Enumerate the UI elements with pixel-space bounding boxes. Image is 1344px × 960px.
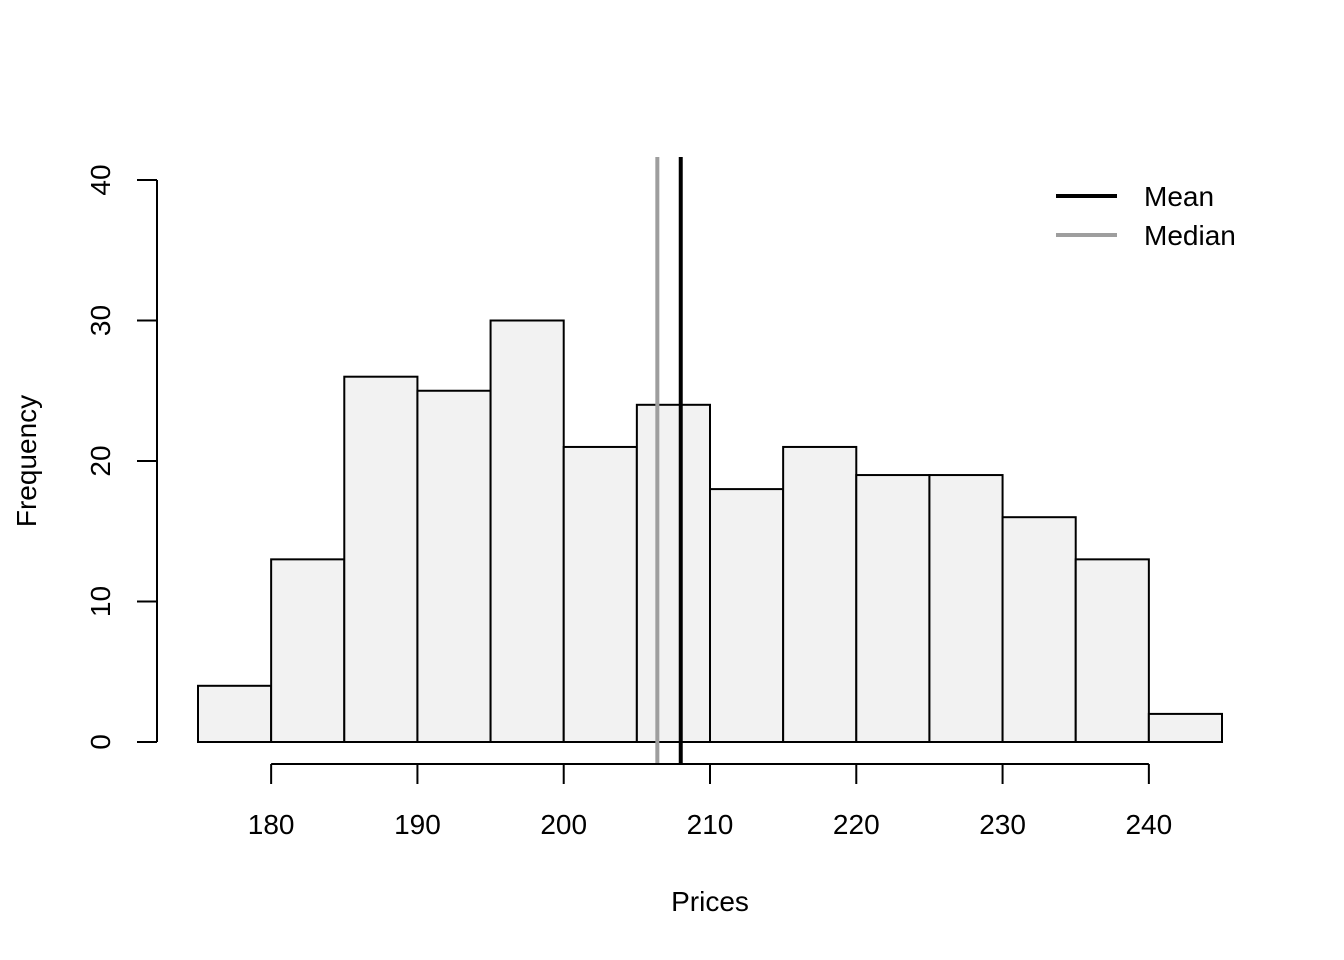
histogram-bar <box>1001 516 1077 744</box>
histogram-bar <box>270 558 346 743</box>
legend-label: Median <box>1144 220 1236 251</box>
x-tick-label: 240 <box>1125 809 1172 840</box>
histogram-bar <box>489 319 565 743</box>
x-tick-label: 200 <box>540 809 587 840</box>
y-tick-label: 40 <box>85 164 116 195</box>
y-axis-label: Frequency <box>11 395 42 527</box>
x-axis: 180 190 200 210 220 230 240 <box>248 763 1172 840</box>
y-tick-label: 0 <box>85 734 116 750</box>
y-tick-label: 20 <box>85 445 116 476</box>
x-tick-label: 190 <box>394 809 441 840</box>
histogram-bar <box>709 488 785 743</box>
y-tick-label: 10 <box>85 586 116 617</box>
x-tick-label: 210 <box>687 809 734 840</box>
x-tick-label: 230 <box>979 809 1026 840</box>
histogram-bar <box>343 375 419 743</box>
histogram-bar <box>855 474 931 743</box>
x-tick-label: 180 <box>248 809 295 840</box>
histogram-bar <box>562 445 638 743</box>
histogram-bar <box>416 389 492 743</box>
histogram-bar <box>782 445 858 743</box>
bars-group <box>197 319 1224 744</box>
histogram-bar <box>635 403 711 743</box>
y-tick-label: 30 <box>85 305 116 336</box>
histogram-bar <box>197 684 273 743</box>
histogram-bar <box>928 474 1004 743</box>
reference-lines-group <box>655 157 683 764</box>
histogram-bar <box>1147 712 1224 744</box>
x-axis-label: Prices <box>671 886 749 917</box>
legend: Mean Median <box>1056 181 1236 251</box>
legend-label: Mean <box>1144 181 1214 212</box>
y-axis: 0 10 20 30 40 <box>85 164 158 750</box>
histogram-bar <box>1074 558 1150 743</box>
x-tick-label: 220 <box>833 809 880 840</box>
